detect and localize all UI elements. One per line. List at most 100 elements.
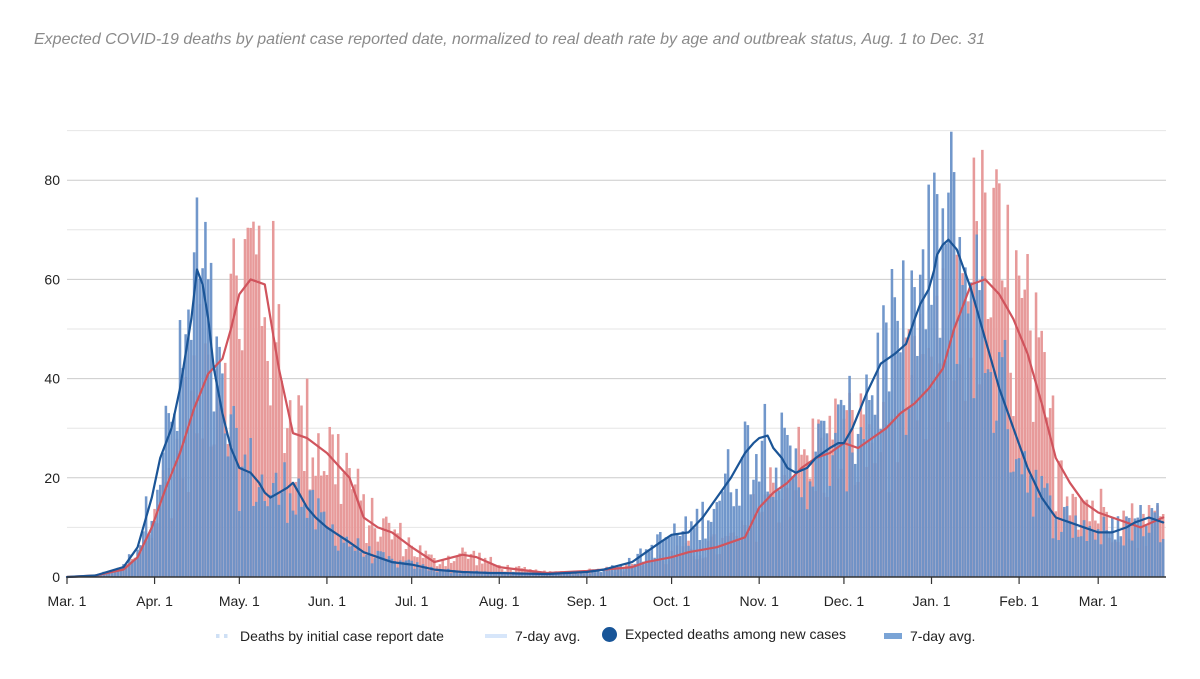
red-bar xyxy=(314,475,317,577)
blue-bar xyxy=(780,412,784,577)
blue-bar xyxy=(1153,512,1156,577)
blue-bar xyxy=(876,332,880,577)
dot-swatch-icon xyxy=(602,626,617,642)
red-bar xyxy=(492,564,495,577)
red-bar xyxy=(995,169,998,577)
red-bar xyxy=(1040,330,1043,577)
red-bar xyxy=(266,360,269,577)
blue-bar xyxy=(684,516,687,577)
blue-bar xyxy=(1031,516,1035,577)
blue-bar xyxy=(817,423,820,577)
blue-bar xyxy=(870,395,874,577)
blue-bar xyxy=(554,572,558,577)
blue-bar xyxy=(283,462,286,577)
blue-bar xyxy=(204,221,207,577)
blue-bar xyxy=(212,411,216,577)
blue-bar xyxy=(314,529,317,577)
blue-bar xyxy=(449,573,453,577)
blue-bar xyxy=(585,572,589,577)
blue-bar xyxy=(294,514,298,577)
blue-bar xyxy=(537,573,541,577)
blue-bar-series xyxy=(68,131,1165,578)
blue-bar xyxy=(704,538,707,577)
red-bar xyxy=(1130,503,1134,577)
blue-bar xyxy=(161,452,165,577)
blue-bar xyxy=(941,208,945,577)
blue-bar xyxy=(1043,487,1046,577)
bar-swatch-icon xyxy=(884,633,902,639)
blue-bar xyxy=(1102,516,1106,577)
legend-label-avg-2: 7-day avg. xyxy=(910,628,976,644)
blue-bar xyxy=(195,197,199,577)
blue-bar xyxy=(995,420,998,577)
blue-bar xyxy=(466,573,470,577)
blue-bar xyxy=(916,355,919,577)
red-bar xyxy=(271,220,275,577)
y-tick-label: 20 xyxy=(44,470,60,486)
x-tick-label: Nov. 1 xyxy=(739,593,779,609)
blue-bar xyxy=(384,560,388,577)
blue-bar xyxy=(1063,506,1066,577)
blue-bar xyxy=(729,492,733,577)
blue-bar xyxy=(896,320,899,577)
blue-bar xyxy=(690,521,693,577)
blue-bar xyxy=(455,570,459,577)
red-bar xyxy=(263,317,267,577)
blue-bar xyxy=(565,571,569,577)
red-bar xyxy=(469,553,473,577)
red-bar xyxy=(280,380,283,577)
blue-bar xyxy=(952,172,956,577)
blue-bar xyxy=(105,572,108,577)
blue-bar xyxy=(404,560,408,577)
red-bar xyxy=(483,557,487,577)
blue-bar xyxy=(263,501,267,577)
blue-bar xyxy=(348,546,351,577)
red-bar xyxy=(424,550,428,577)
red-bar xyxy=(300,405,303,577)
blue-bar xyxy=(506,573,510,577)
blue-bar xyxy=(760,440,764,577)
red-bar xyxy=(243,239,247,578)
red-bar xyxy=(497,564,501,577)
blue-bar xyxy=(243,454,247,577)
blue-bar xyxy=(173,413,176,577)
blue-bar xyxy=(921,249,925,577)
red-bar xyxy=(992,187,995,577)
blue-bar xyxy=(964,267,967,577)
blue-bar xyxy=(175,430,179,577)
blue-bar xyxy=(240,466,244,577)
blue-bar xyxy=(721,491,724,577)
blue-bar xyxy=(862,439,865,577)
blue-bar xyxy=(1136,517,1140,577)
blue-bar xyxy=(1026,492,1029,577)
red-bar xyxy=(331,434,334,577)
blue-bar xyxy=(769,493,772,577)
red-bar xyxy=(257,225,261,577)
blue-bar xyxy=(639,548,642,577)
blue-bar xyxy=(433,571,436,577)
red-bar xyxy=(305,378,309,577)
red-bar xyxy=(373,528,377,577)
red-bar xyxy=(489,556,493,577)
blue-bar xyxy=(548,574,552,577)
blue-bar xyxy=(1079,536,1083,577)
red-bar xyxy=(342,472,346,577)
blue-bar xyxy=(1068,521,1072,577)
blue-bar xyxy=(723,473,727,577)
blue-bar xyxy=(464,571,467,577)
red-bar xyxy=(466,558,470,577)
blue-bar xyxy=(136,549,139,577)
red-bar xyxy=(523,566,526,577)
blue-bar xyxy=(1099,544,1103,577)
blue-bar xyxy=(1020,474,1024,577)
blue-bar xyxy=(1111,517,1114,577)
blue-bar xyxy=(1046,483,1049,577)
blue-bar xyxy=(571,574,574,577)
blue-bar xyxy=(803,469,806,577)
legend-label-expected: Expected deaths among new cases xyxy=(625,626,847,642)
red-bar xyxy=(1043,352,1046,577)
red-bar xyxy=(382,518,385,577)
blue-bar xyxy=(837,404,840,577)
blue-bar xyxy=(950,131,953,577)
blue-bar xyxy=(178,320,182,577)
